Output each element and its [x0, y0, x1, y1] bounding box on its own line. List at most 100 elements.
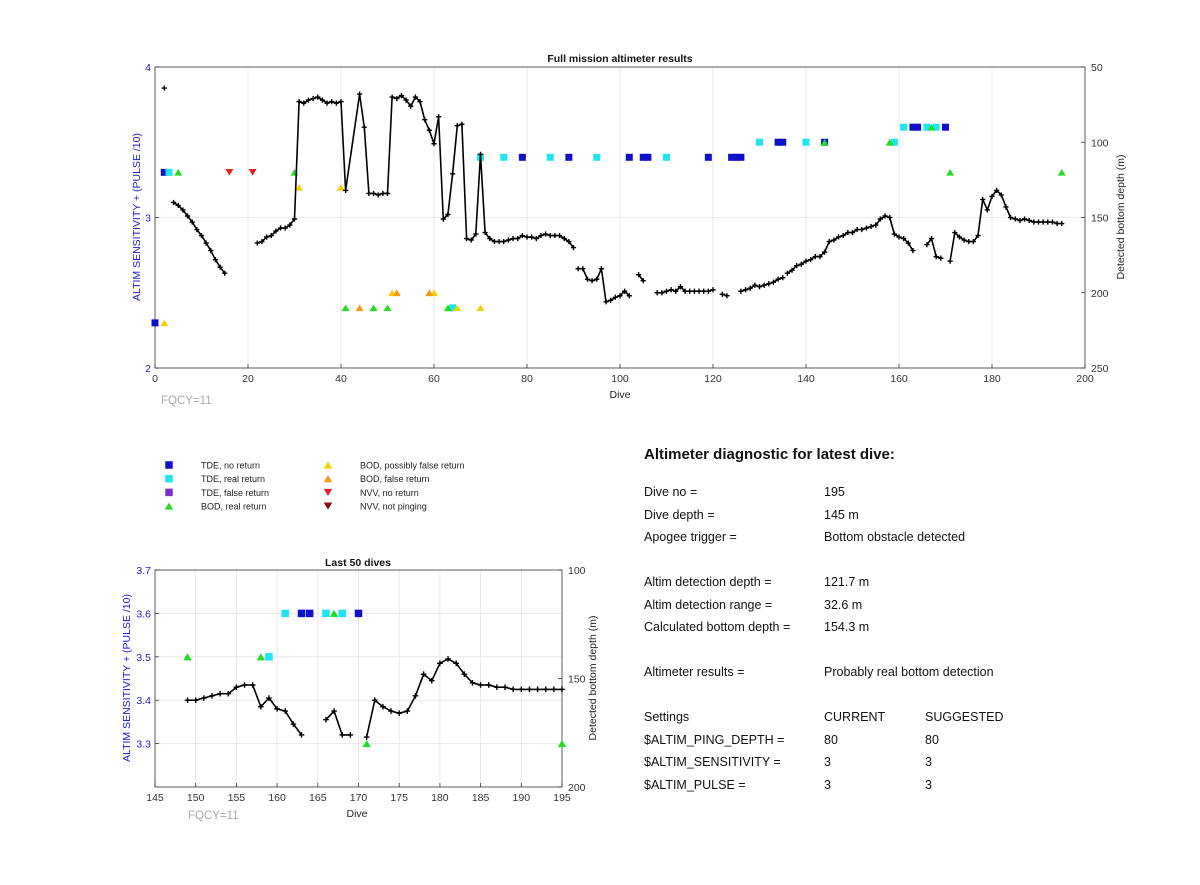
x-tick-label: 60 — [428, 373, 440, 385]
depth-point — [273, 228, 279, 234]
depth-point — [1026, 217, 1032, 224]
depth-point — [547, 232, 553, 239]
depth-point — [384, 190, 391, 197]
depth-point — [1049, 219, 1056, 225]
depth-point — [589, 278, 595, 284]
left-y-tick-label: 3.3 — [136, 739, 151, 751]
depth-point — [622, 288, 628, 294]
legend-label: TDE, false return — [201, 488, 269, 498]
status-marker-square — [932, 123, 940, 131]
zoom-depth-line — [184, 656, 565, 740]
pulse-current: 3 — [824, 777, 831, 792]
depth-point — [835, 234, 842, 240]
main-right-axis-label: Detected bottom depth (m) — [1115, 155, 1127, 280]
status-marker-square — [774, 138, 782, 146]
ping-depth-label: $ALTIM_PING_DEPTH = — [644, 732, 785, 747]
depth-point — [366, 190, 372, 197]
depth-point — [756, 284, 763, 290]
depth-point — [171, 199, 177, 206]
status-marker-square — [737, 153, 745, 161]
depth-point — [673, 288, 679, 294]
depth-point — [933, 254, 939, 260]
depth-point — [380, 190, 386, 197]
sensitivity-suggested: 3 — [925, 755, 932, 769]
depth-point — [420, 671, 427, 677]
x-tick-label: 145 — [146, 792, 164, 804]
detect-depth-value: 121.7 m — [824, 575, 870, 589]
depth-point — [840, 232, 846, 239]
legend-label: BOD, false return — [360, 474, 430, 484]
depth-point — [266, 695, 272, 701]
depth-point — [403, 97, 409, 103]
depth-point — [296, 99, 302, 105]
depth-point — [1008, 214, 1014, 221]
depth-point — [412, 94, 418, 100]
depth-point — [654, 290, 660, 296]
depth-point — [1003, 204, 1009, 210]
status-marker-triangle-up — [337, 184, 345, 191]
depth-point — [975, 232, 981, 239]
status-marker-triangle-up — [392, 289, 401, 297]
depth-point — [287, 222, 293, 228]
status-marker-square — [322, 609, 330, 618]
sensitivity-current: 3 — [824, 755, 831, 769]
main-status-markers — [151, 123, 1066, 327]
left-y-tick-label: 3.7 — [136, 565, 151, 577]
depth-point — [812, 254, 818, 260]
status-marker-triangle-up — [383, 304, 392, 312]
depth-point — [808, 257, 814, 263]
depth-point — [212, 257, 219, 263]
status-marker-triangle-up — [355, 304, 364, 312]
legend-marker-triangle-up — [323, 461, 333, 469]
depth-point — [533, 235, 539, 242]
depth-point — [347, 732, 354, 738]
depth-point — [984, 207, 990, 213]
depth-point — [989, 193, 995, 200]
depth-point — [603, 299, 609, 305]
depth-point — [361, 124, 367, 130]
depth-point — [305, 97, 312, 103]
depth-point — [343, 187, 349, 194]
depth-point — [491, 238, 498, 245]
detect-depth-label: Altim detection depth = — [644, 575, 772, 589]
right-y-tick-label: 150 — [568, 674, 586, 686]
depth-point — [534, 686, 541, 693]
depth-point — [194, 226, 200, 233]
depth-point — [696, 288, 702, 294]
depth-point — [617, 293, 623, 299]
status-marker-square — [756, 138, 763, 146]
x-tick-label: 140 — [797, 373, 815, 385]
main-depth-line — [161, 85, 1065, 305]
status-marker-square — [639, 153, 647, 161]
calc-depth-value: 154.3 m — [824, 620, 870, 634]
depth-point — [543, 231, 549, 237]
depth-point — [901, 235, 907, 242]
depth-point — [184, 213, 191, 219]
results-value: Probably real bottom detection — [824, 665, 994, 679]
depth-line-segment — [257, 93, 575, 249]
status-marker-square — [900, 123, 908, 131]
pulse-row: $ALTIM_PULSE = 3 3 — [644, 778, 1164, 801]
depth-point — [233, 684, 240, 690]
results-label: Altimeter results = — [644, 665, 745, 679]
status-marker-square — [914, 123, 922, 131]
depth-point — [626, 293, 632, 299]
depth-point — [559, 686, 565, 693]
depth-point — [519, 232, 525, 239]
x-tick-label: 180 — [431, 792, 449, 804]
depth-point — [338, 99, 344, 105]
pulse-label: $ALTIM_PULSE = — [644, 777, 746, 792]
status-marker-square — [728, 153, 736, 161]
x-tick-label: 150 — [187, 792, 205, 804]
depth-point — [445, 211, 451, 218]
depth-point — [956, 234, 963, 240]
zoom-x-axis-label: Dive — [346, 808, 367, 820]
main-axis-ticks: 0 20 40 60 80 100 120 140 160 180 200 2 3 4 50 100 150 20… — [145, 62, 1109, 385]
depth-point — [298, 732, 305, 738]
depth-point — [682, 288, 688, 294]
results-row: Altimeter results = Probably real bottom… — [644, 665, 1164, 688]
depth-point — [752, 282, 758, 288]
depth-point — [241, 682, 248, 688]
depth-point — [203, 240, 209, 246]
status-marker-square — [281, 609, 289, 618]
